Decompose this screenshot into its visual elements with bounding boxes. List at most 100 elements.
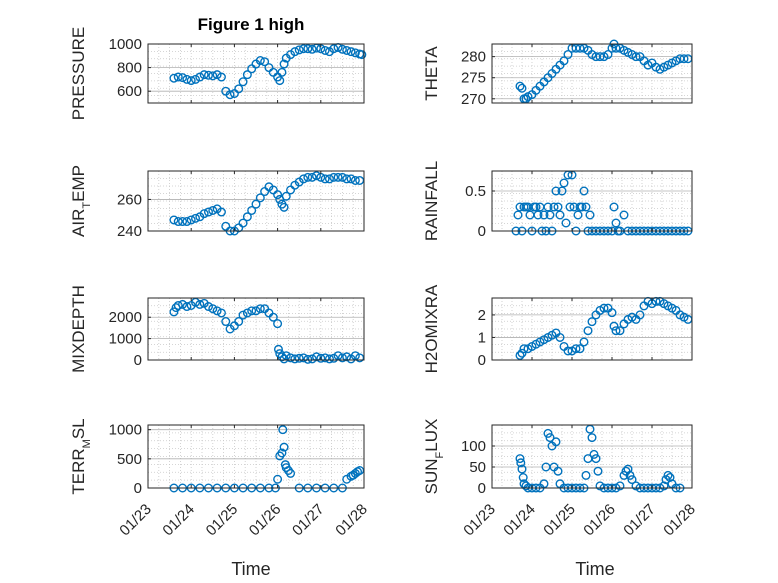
data-point [186, 76, 196, 86]
data-point [247, 205, 257, 215]
data-point [216, 207, 226, 217]
data-point [216, 308, 226, 318]
data-point [225, 90, 235, 100]
data-point [679, 54, 689, 64]
y-axis-label-main: MIXDEPTH [69, 285, 88, 373]
data-point [169, 307, 179, 317]
data-point [191, 213, 201, 223]
y-axis-label-main: SUN [422, 458, 441, 494]
data-point [663, 470, 673, 480]
data-point [337, 353, 347, 363]
data-point [350, 175, 360, 185]
panel-rainfall: 0 0.5 RAINFALL [422, 161, 693, 241]
y-tick-label: 280 [461, 49, 486, 66]
data-point [278, 425, 288, 435]
data-point [320, 45, 330, 55]
data-point [333, 172, 343, 182]
data-point [555, 332, 565, 342]
data-point [195, 72, 205, 82]
data-point [591, 454, 601, 464]
y-tick-label: 240 [117, 223, 142, 240]
data-point [208, 71, 218, 81]
x-tick-label: 01/26 [246, 501, 285, 540]
data-point [277, 448, 287, 458]
y-tick-label: 500 [117, 451, 142, 468]
data-point [513, 210, 523, 220]
data-point [615, 326, 625, 336]
data-point [173, 217, 183, 227]
data-point [320, 174, 330, 184]
y-tick-label: 1 [478, 329, 486, 346]
data-point [599, 303, 609, 313]
y-tick-label: 0.5 [465, 183, 486, 200]
data-point [355, 175, 365, 185]
data-point [631, 52, 641, 62]
data-point [619, 210, 629, 220]
data-point [178, 299, 188, 309]
data-point [311, 352, 321, 362]
axes-frame [491, 170, 693, 232]
x-tick-label: 01/25 [203, 501, 242, 540]
data-point [342, 174, 352, 184]
data-point [579, 337, 589, 347]
data-point [611, 326, 621, 336]
y-axis-label: TERRMSL [69, 418, 93, 494]
data-point [247, 306, 257, 316]
y-axis-label: RAINFALL [422, 161, 441, 241]
data-point [286, 353, 296, 363]
data-point [199, 209, 209, 219]
data-point [203, 70, 213, 80]
data-point [545, 210, 555, 220]
x-tick-label: 01/24 [159, 501, 198, 540]
y-axis-label-tail: EMP [69, 165, 88, 202]
data-point [294, 353, 304, 363]
data-point [603, 50, 613, 60]
x-axis-label-right: Time [575, 559, 614, 579]
data-point [575, 344, 585, 354]
data-point [169, 73, 179, 83]
y-axis-label-main: RAINFALL [422, 161, 441, 241]
x-axis-label-left: Time [231, 559, 270, 579]
y-tick-label: 0 [134, 480, 142, 497]
y-axis-label-main: H2OMIXRA [422, 284, 441, 373]
data-point [173, 300, 183, 310]
data-point [307, 172, 317, 182]
y-tick-label: 275 [461, 70, 486, 87]
data-point [609, 321, 619, 331]
data-point [281, 191, 291, 201]
data-point [303, 44, 313, 54]
data-point [279, 442, 289, 452]
data-point [563, 346, 573, 356]
y-axis-label: PRESSURE [69, 27, 88, 121]
data-point [581, 470, 591, 480]
x-tick-label: 01/27 [620, 501, 659, 540]
data-point [577, 202, 587, 212]
data-point [559, 56, 569, 66]
data-point [627, 475, 637, 485]
data-point [611, 218, 621, 228]
data-point [565, 202, 575, 212]
data-point [290, 354, 300, 364]
data-point [251, 306, 261, 316]
data-point [199, 70, 209, 80]
data-point [275, 76, 285, 86]
data-point [551, 437, 561, 447]
data-point [273, 474, 283, 484]
data-point [242, 70, 252, 80]
y-axis-label-main: AIR [69, 209, 88, 237]
data-point [208, 304, 218, 314]
data-point [518, 473, 528, 483]
y-axis-label: SUNFLUX [422, 419, 446, 495]
data-point [346, 174, 356, 184]
data-point [555, 210, 565, 220]
data-point [607, 308, 617, 318]
data-point [182, 74, 192, 84]
y-axis-label-sub: T [81, 202, 93, 209]
data-point [221, 317, 231, 327]
data-point [178, 217, 188, 227]
x-tick-label: 01/26 [580, 501, 619, 540]
data-point [186, 215, 196, 225]
data-point [260, 57, 270, 67]
x-tick-label: 01/27 [289, 501, 328, 540]
